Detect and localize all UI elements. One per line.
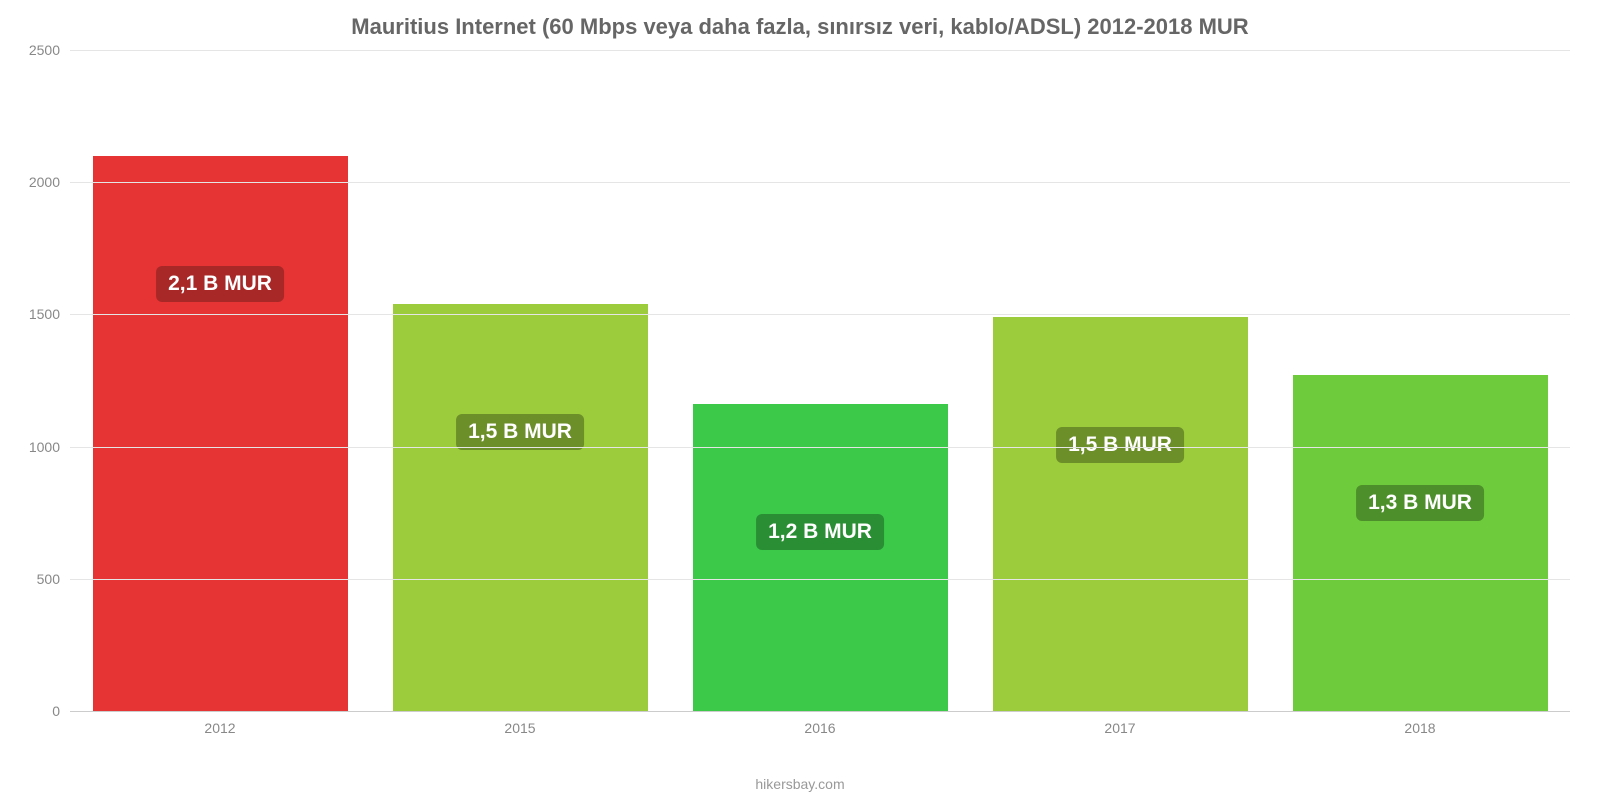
bar-value-label: 2,1 B MUR [156, 266, 284, 302]
bar-slot: 1,5 B MUR [370, 50, 670, 711]
bar: 1,5 B MUR [393, 304, 648, 711]
bar-slot: 1,3 B MUR [1270, 50, 1570, 711]
plot-area: 2,1 B MUR 1,5 B MUR 1,2 B MUR 1,5 B MUR 1,3 … [70, 50, 1570, 712]
y-tick-label: 2500 [29, 42, 70, 58]
bar-value-label: 1,5 B MUR [1056, 427, 1184, 463]
bar-slot: 1,2 B MUR [670, 50, 970, 711]
bar-value-label: 1,5 B MUR [456, 414, 584, 450]
bar-value-label: 1,2 B MUR [756, 514, 884, 550]
bar: 1,3 B MUR [1293, 375, 1548, 711]
bars-row: 2,1 B MUR 1,5 B MUR 1,2 B MUR 1,5 B MUR 1,3 … [70, 50, 1570, 711]
chart-area: 2,1 B MUR 1,5 B MUR 1,2 B MUR 1,5 B MUR 1,3 … [70, 50, 1570, 740]
bar-value-label: 1,3 B MUR [1356, 485, 1484, 521]
bar-slot: 1,5 B MUR [970, 50, 1270, 711]
x-tick-label: 2016 [670, 712, 970, 740]
x-tick-label: 2015 [370, 712, 670, 740]
x-tick-label: 2018 [1270, 712, 1570, 740]
bar: 1,2 B MUR [693, 404, 948, 711]
chart-footer: hikersbay.com [0, 776, 1600, 792]
gridline [70, 182, 1570, 183]
gridline [70, 447, 1570, 448]
x-axis: 20122015201620172018 [70, 712, 1570, 740]
y-tick-label: 500 [37, 571, 70, 587]
bar-slot: 2,1 B MUR [70, 50, 370, 711]
gridline [70, 579, 1570, 580]
gridline [70, 50, 1570, 51]
gridline [70, 314, 1570, 315]
x-tick-label: 2012 [70, 712, 370, 740]
chart-title: Mauritius Internet (60 Mbps veya daha fa… [0, 0, 1600, 46]
bar: 1,5 B MUR [993, 317, 1248, 711]
x-tick-label: 2017 [970, 712, 1270, 740]
y-tick-label: 2000 [29, 174, 70, 190]
y-tick-label: 1500 [29, 306, 70, 322]
y-tick-label: 1000 [29, 439, 70, 455]
y-tick-label: 0 [52, 703, 70, 719]
bar: 2,1 B MUR [93, 156, 348, 711]
